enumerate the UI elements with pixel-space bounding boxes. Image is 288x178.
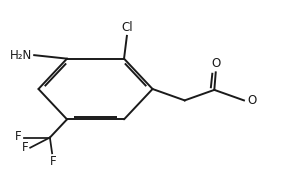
Text: F: F (22, 141, 29, 154)
Text: H₂N: H₂N (10, 49, 32, 62)
Text: F: F (15, 130, 22, 143)
Text: F: F (50, 155, 57, 168)
Text: Cl: Cl (121, 21, 133, 34)
Text: O: O (211, 57, 220, 70)
Text: O: O (247, 94, 257, 107)
